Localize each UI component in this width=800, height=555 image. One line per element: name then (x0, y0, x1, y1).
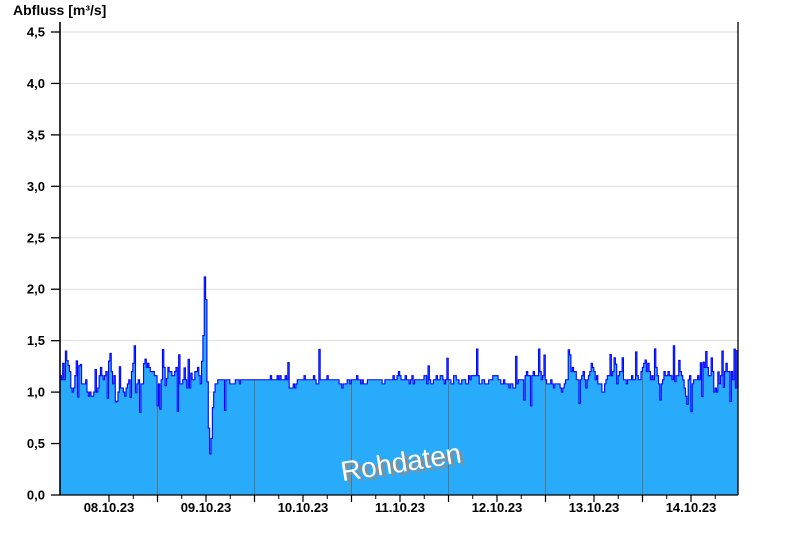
svg-text:1,0: 1,0 (27, 385, 45, 400)
svg-text:10.10.23: 10.10.23 (278, 500, 329, 515)
svg-text:3,0: 3,0 (27, 179, 45, 194)
svg-text:09.10.23: 09.10.23 (181, 500, 232, 515)
svg-text:2,0: 2,0 (27, 282, 45, 297)
svg-text:12.10.23: 12.10.23 (472, 500, 523, 515)
svg-text:0,5: 0,5 (27, 436, 45, 451)
svg-text:Abfluss [m³/s]: Abfluss [m³/s] (13, 2, 106, 18)
svg-text:13.10.23: 13.10.23 (569, 500, 620, 515)
svg-text:11.10.23: 11.10.23 (375, 500, 425, 515)
svg-text:4,5: 4,5 (27, 25, 45, 40)
svg-text:08.10.23: 08.10.23 (84, 500, 135, 515)
svg-text:1,5: 1,5 (27, 333, 45, 348)
svg-text:3,5: 3,5 (27, 127, 45, 142)
svg-text:2,5: 2,5 (27, 230, 45, 245)
svg-text:0,0: 0,0 (27, 488, 45, 503)
svg-text:4,0: 4,0 (27, 76, 45, 91)
svg-text:14.10.23: 14.10.23 (666, 500, 717, 515)
